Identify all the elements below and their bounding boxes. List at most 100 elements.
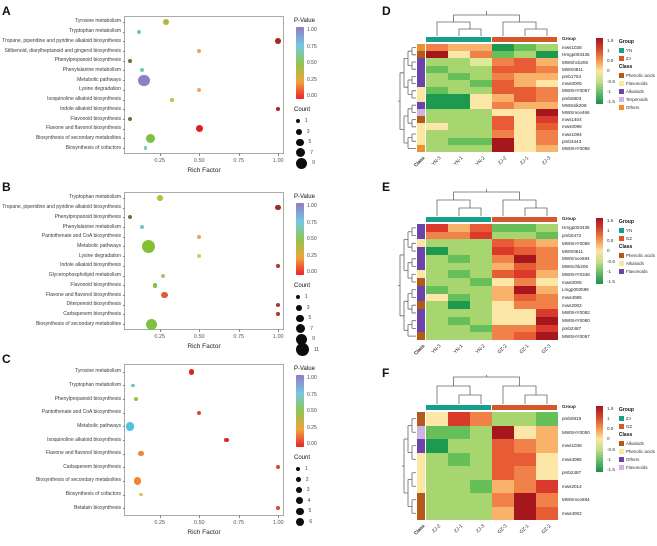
- pvalue-gradient: 1.00 0.75 0.50 0.25 0.00: [296, 203, 378, 275]
- heatmap-cell: [470, 332, 492, 340]
- bubble-dot: [143, 146, 148, 151]
- count-dot: [296, 517, 305, 526]
- heatmap-cell: [470, 231, 492, 240]
- pathway-label: Tryptophan metabolism: [68, 28, 121, 35]
- x-tick-label: 0.25: [154, 520, 166, 526]
- heatmap-cell: [514, 270, 536, 279]
- corner-class-label: Class: [413, 344, 427, 357]
- class-legend-swatch: [618, 105, 624, 110]
- heatmap-cell: [514, 115, 536, 124]
- row-label: mws4085: [562, 456, 582, 462]
- count-value: 1: [304, 118, 308, 125]
- heatmap-cell: [448, 254, 470, 263]
- class-annotation-cell: [417, 72, 425, 80]
- class-legend-item: Phenolic acids: [618, 252, 655, 259]
- pathway-label: Betalain biosynthesis: [74, 504, 121, 511]
- heatmap-cell: [470, 493, 492, 507]
- pathway-label: Diterpenoid biosynthesis: [66, 301, 121, 308]
- heatmap-cell: [536, 309, 558, 317]
- axis-tick: [123, 70, 125, 72]
- heatmap-cell: [536, 466, 558, 480]
- count-legend-item: 11: [296, 343, 378, 357]
- pathway-label: Metabolic pathways: [77, 422, 121, 429]
- axis-tick: [278, 515, 280, 518]
- axis-tick: [123, 467, 125, 469]
- heatmap-cell: [426, 309, 448, 317]
- class-legend-label: Alkaloids: [625, 441, 644, 446]
- count-value: 3: [306, 487, 310, 494]
- class-annotation-cell: [417, 278, 425, 286]
- scale-tick-label: -0.5: [607, 446, 615, 452]
- heatmap-cell: [448, 101, 470, 109]
- heatmap-cell: [470, 293, 492, 302]
- group-legend-label: ZJ: [625, 56, 631, 61]
- heatmap-cell: [514, 224, 536, 232]
- scale-tick-label: 1.5: [607, 218, 614, 223]
- heatmap-cell: [492, 108, 514, 116]
- pathway-label: Phenylalanine metabolism: [62, 66, 121, 73]
- class-annotation-cell: [417, 262, 425, 271]
- pvalue-tick-label: 1.00: [307, 203, 317, 209]
- heatmap-cell: [492, 44, 514, 52]
- axis-tick: [123, 412, 125, 414]
- group-annotation-segment: [492, 217, 557, 222]
- heatmap-cell: [536, 51, 558, 59]
- heatmap-cell: [492, 123, 514, 131]
- class-annotation-cell: [417, 332, 425, 340]
- heatmap-cell: [426, 239, 448, 248]
- axis-tick: [123, 494, 125, 496]
- column-label: ZJ-3: [476, 524, 487, 535]
- class-legend-label: Phenolic acids: [625, 449, 655, 454]
- heatmap-cell: [514, 452, 536, 466]
- class-annotation-cell: [417, 108, 425, 116]
- pvalue-tick-label: 0.00: [307, 441, 317, 447]
- heatmap-cell: [426, 87, 448, 95]
- heatmap-cell: [492, 293, 514, 302]
- heatmap-cell: [492, 239, 514, 248]
- axis-tick: [123, 89, 125, 91]
- group-legend-swatch: [618, 236, 624, 241]
- row-label: Hmgp003435: [562, 52, 590, 58]
- row-label: mws1404: [562, 117, 582, 123]
- heatmap-cell: [514, 123, 536, 131]
- group-header-label: Group: [562, 404, 576, 409]
- heatmap-cell: [448, 231, 470, 240]
- heatmap-cell: [492, 247, 514, 255]
- heatmap-cell: [448, 262, 470, 271]
- panel-A: A Tyrosine metabolism Tryptophan metabolis…: [2, 4, 380, 180]
- heatmap-cell: [470, 51, 492, 59]
- pathway-label: Phenylpropanoid biosynthesis: [54, 57, 121, 64]
- axis-tick: [123, 480, 125, 482]
- bubble-dot: [142, 239, 156, 253]
- x-tick-label: 1.00: [272, 334, 284, 340]
- x-axis-title: Rich Factor: [187, 167, 221, 174]
- count-dot: [296, 333, 308, 345]
- heatmap-cell: [536, 101, 558, 109]
- axis-tick: [123, 80, 125, 82]
- axis-tick: [238, 329, 240, 332]
- x-tick-label: 1.00: [272, 520, 284, 526]
- row-label: mws2014: [562, 483, 582, 489]
- heatmap-cell: [470, 254, 492, 263]
- count-legend-item: 7: [296, 324, 378, 335]
- column-label: ZJ-1: [454, 524, 465, 535]
- column-label: YN-3: [431, 156, 443, 168]
- heatmap-cell: [448, 293, 470, 302]
- row-label: MWSHY0058: [562, 240, 590, 246]
- heatmap-cell: [536, 87, 558, 95]
- heatmap-cell: [426, 58, 448, 66]
- group-annotation-bar: [426, 217, 558, 222]
- heatmap-cell: [426, 123, 448, 131]
- heatmap-cell: [426, 278, 448, 286]
- heatmap-cell: [492, 412, 514, 426]
- heatmap-cell: [448, 115, 470, 124]
- column-label: ZJ-2: [498, 156, 509, 167]
- class-annotation-cell: [417, 324, 425, 333]
- heatmap-cell: [448, 479, 470, 493]
- group-legend-item: YN: [618, 47, 655, 54]
- heatmap-cell: [536, 412, 558, 426]
- heatmap-cell: [536, 72, 558, 80]
- panel-F: F Group pmb0819 MWSHY0050 mws1038 mws4085 pmb2…: [382, 366, 657, 544]
- column-label: ZJ-3: [542, 156, 553, 167]
